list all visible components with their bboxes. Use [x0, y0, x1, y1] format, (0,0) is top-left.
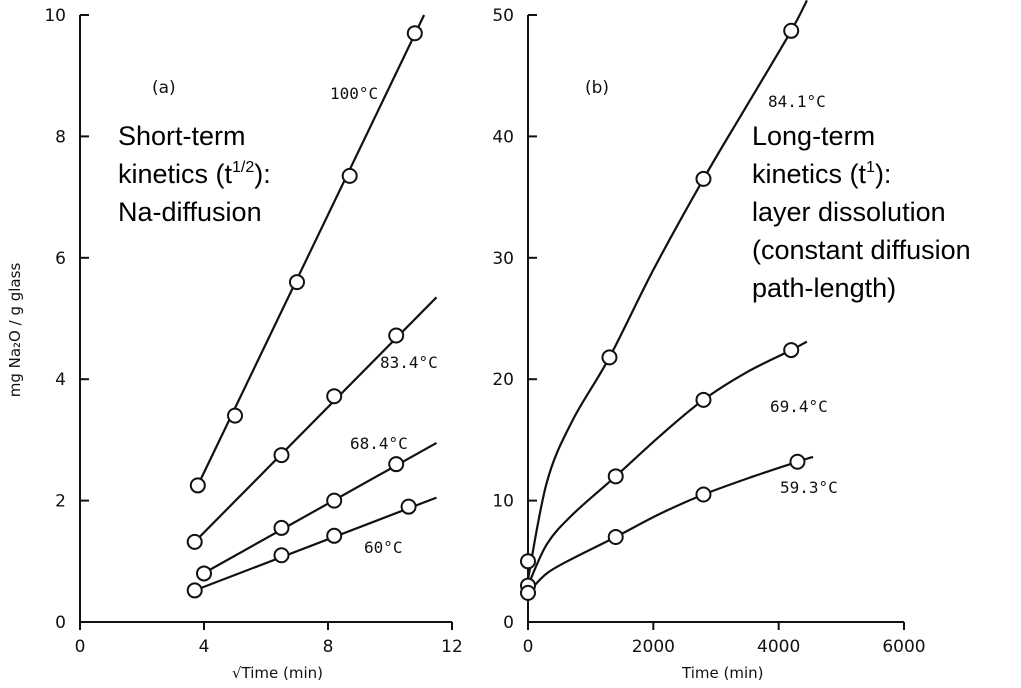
- panel-a-y-tick-label: 6: [55, 249, 66, 269]
- point-100-c: [289, 274, 305, 291]
- point-68-4-c: [196, 565, 212, 582]
- fit-line-59-3-c: [527, 455, 814, 594]
- point-83-4-c: [326, 388, 343, 405]
- panel-a-label: (a): [152, 78, 176, 98]
- panel-a-series-labels: 100°C 83.4°C 68.4°C 60°C: [330, 84, 438, 557]
- panel-b-x-tick-label: 6000: [882, 637, 925, 657]
- point-100-c: [406, 25, 423, 42]
- panel-b-note-line5: path-length): [752, 273, 896, 303]
- panel-a-points: [186, 25, 423, 599]
- panel-b-axes: [527, 15, 904, 623]
- panel-a-y-tick-label: 8: [55, 127, 66, 147]
- point-83-4-c: [186, 533, 203, 550]
- panel-a-axes: [79, 15, 452, 623]
- panel-b-note-exponent: 1: [866, 159, 875, 176]
- panel-a-note-line2: kinetics (t: [118, 159, 233, 189]
- panel-a-x-tick-label: 8: [323, 637, 334, 657]
- point-68-4-c: [326, 492, 343, 509]
- series-label-68-4c: 68.4°C: [350, 434, 408, 453]
- panel-b-note-line2-end: ):: [875, 159, 892, 189]
- panel-a-y-tick-label: 4: [55, 370, 66, 390]
- panel-a-note-line3: Na-diffusion: [118, 197, 262, 227]
- point-59-3-c: [607, 529, 624, 546]
- point-68-4-c: [388, 456, 405, 473]
- panel-b-y-tick-label: 20: [492, 370, 514, 390]
- panel-b-y-tick-label: 40: [492, 127, 514, 147]
- panel-a-x-tick-label: 12: [441, 637, 463, 657]
- series-label-60c: 60°C: [364, 538, 403, 557]
- point-100-c: [341, 167, 358, 184]
- series-label-59-3c: 59.3°C: [780, 478, 838, 497]
- point-83-4-c: [388, 327, 405, 344]
- series-label-69-4c: 69.4°C: [770, 397, 828, 416]
- fit-line-69-4-c: [526, 340, 808, 587]
- panel-b-y-tick-label: 10: [492, 492, 514, 512]
- point-69-4-c: [607, 468, 624, 485]
- series-label-84-1c: 84.1°C: [768, 92, 826, 111]
- panel-b-note-line2: kinetics (t: [752, 159, 867, 189]
- point-59-3-c: [789, 453, 806, 470]
- panel-b-note: Long-term kinetics (t1): layer dissoluti…: [752, 121, 978, 303]
- panel-a-note-exponent: 1/2: [232, 159, 254, 176]
- panel-a-x-tick-label: 0: [75, 637, 86, 657]
- panel-a-y-tick-label: 2: [55, 492, 66, 512]
- panel-a-x-tick-label: 4: [199, 637, 210, 657]
- panel-a-y-tick-label: 10: [44, 6, 66, 26]
- point-60-c: [326, 527, 343, 544]
- point-60-c: [400, 498, 417, 515]
- point-68-4-c: [273, 519, 290, 536]
- panel-a-note: Short-term kinetics (t1/2): Na-diffusion: [118, 121, 278, 227]
- panel-b-label: (b): [585, 78, 609, 98]
- point-83-4-c: [273, 447, 290, 464]
- panel-b-x-axis-title: Time (min): [681, 664, 763, 682]
- panel-b-x-tick-label: 0: [523, 637, 534, 657]
- panel-b-x-tick-label: 2000: [632, 637, 675, 657]
- panel-b-series-labels: 84.1°C 69.4°C 59.3°C: [768, 92, 838, 497]
- panel-b-y-tick-label: 0: [503, 613, 514, 633]
- panel-a-ticks: 0 4 8 12 0 2 4 6 8 10: [44, 6, 462, 657]
- panel-b-y-tick-label: 50: [492, 6, 514, 26]
- panel-a-x-axis-title: √Time (min): [232, 664, 323, 682]
- fit-line-100-c: [196, 14, 426, 486]
- series-label-83-4c: 83.4°C: [380, 353, 438, 372]
- point-59-3-c: [520, 584, 536, 601]
- panel-b-note-line3: layer dissolution: [752, 197, 946, 227]
- y-axis-title: mg Na₂O / g glass: [6, 263, 24, 398]
- panel-b-note-line1: Long-term: [752, 121, 875, 151]
- point-100-c: [189, 477, 206, 494]
- point-69-4-c: [695, 391, 712, 408]
- point-84-1-c: [601, 349, 618, 366]
- panel-a: 0 4 8 12 0 2 4 6 8 10 (a) √Time (min) 100°C 83.4°…: [44, 6, 462, 682]
- point-84-1-c: [520, 553, 536, 570]
- panel-b-fit-curves: [526, 0, 814, 594]
- panel-b-ticks: 0 2000 4000 6000 0 10 20 30 40 50: [492, 6, 925, 657]
- panel-a-note-line1: Short-term: [118, 121, 246, 151]
- panel-b-points: [520, 22, 806, 601]
- point-84-1-c: [695, 170, 712, 187]
- fit-line-84-1-c: [526, 0, 808, 580]
- panel-a-note-line2-end: ):: [254, 159, 271, 189]
- panel-b-x-tick-label: 4000: [757, 637, 800, 657]
- point-84-1-c: [783, 22, 800, 39]
- panel-a-fit-lines: [193, 14, 438, 592]
- point-100-c: [227, 407, 243, 424]
- series-label-100c: 100°C: [330, 84, 378, 103]
- point-59-3-c: [695, 486, 712, 503]
- panel-b-y-tick-label: 30: [492, 249, 514, 269]
- point-69-4-c: [783, 342, 800, 359]
- panel-b-note-line4: (constant diffusion: [752, 235, 971, 265]
- panel-a-y-tick-label: 0: [55, 613, 66, 633]
- fit-line-60-c: [194, 496, 437, 592]
- point-60-c: [186, 582, 203, 599]
- point-60-c: [273, 547, 290, 564]
